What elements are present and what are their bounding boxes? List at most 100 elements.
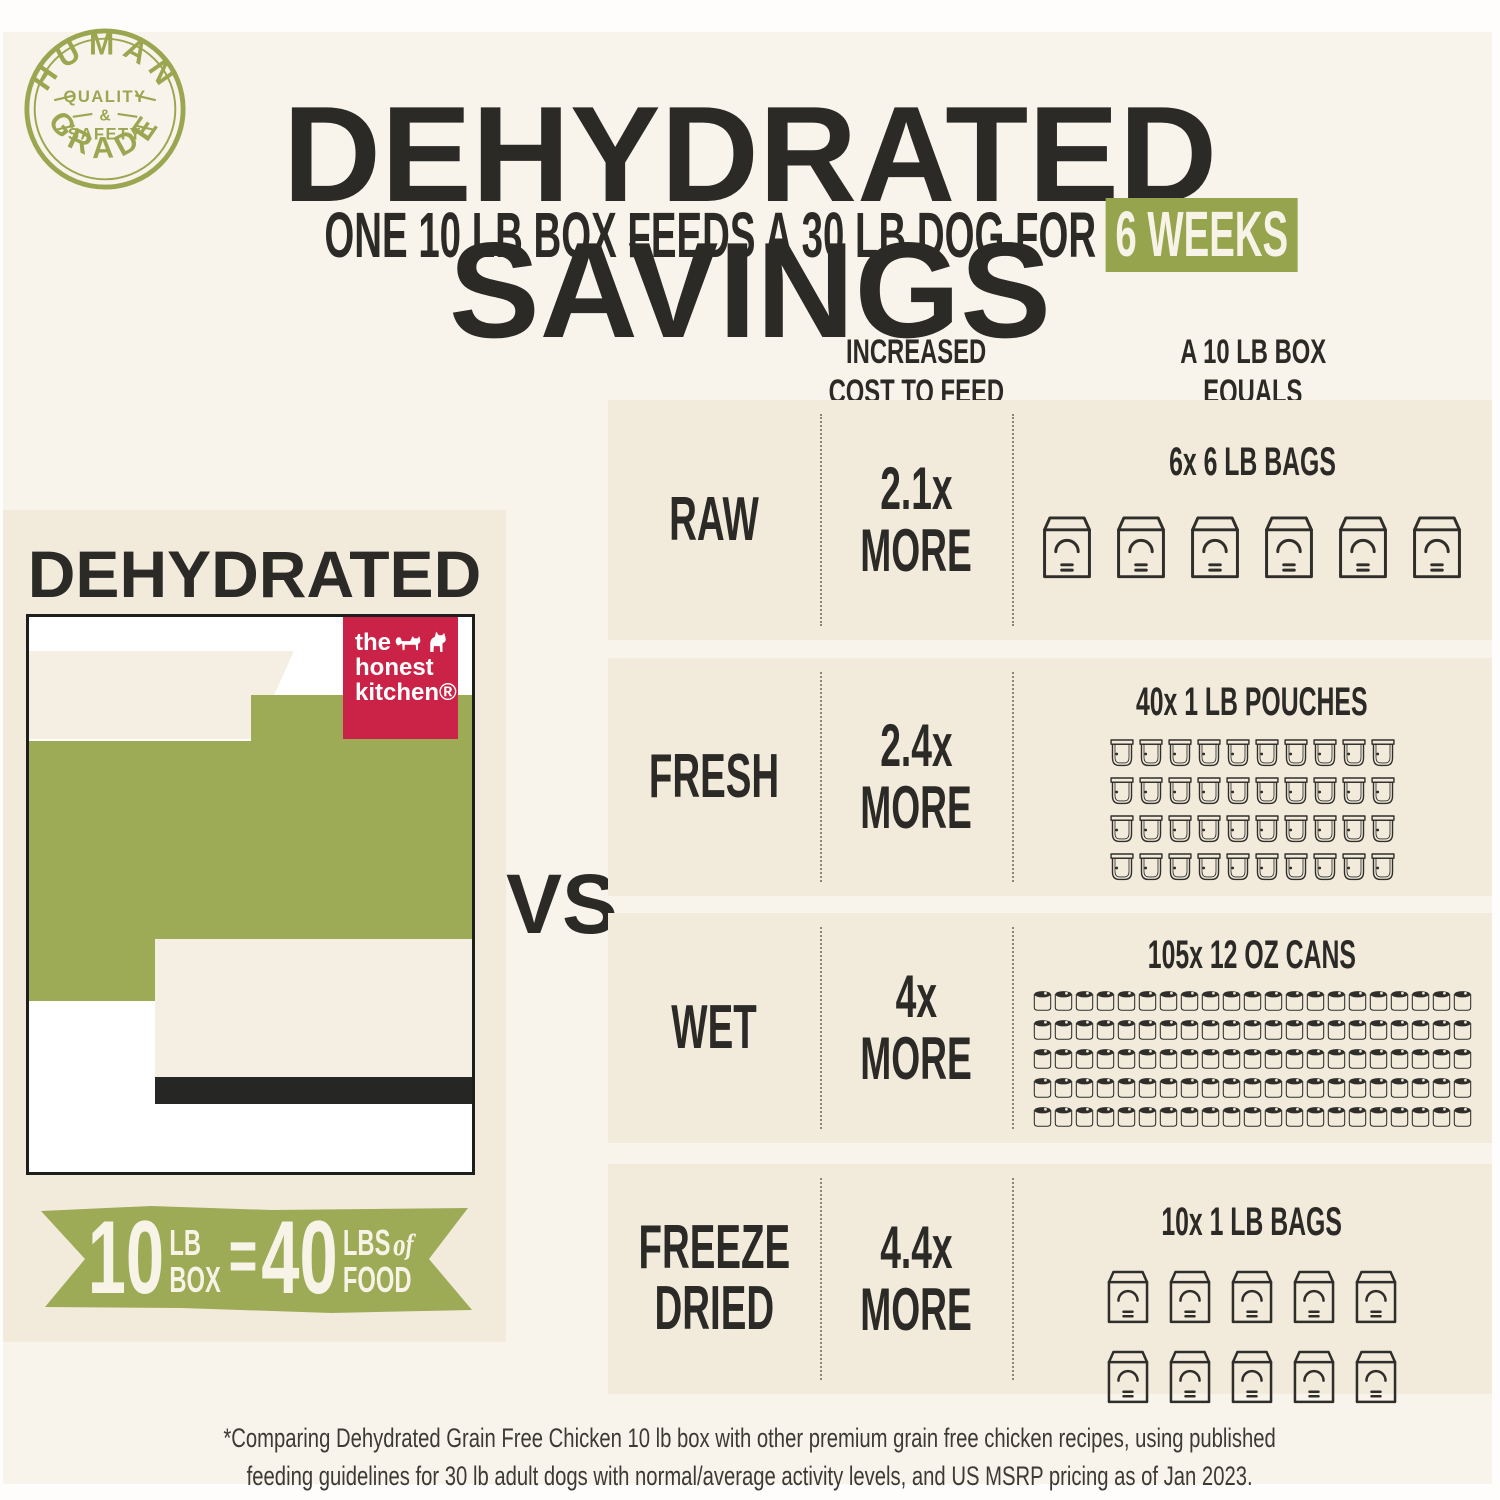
bag-icon (1100, 1338, 1156, 1412)
can-icon (1158, 1016, 1179, 1044)
dotted-separator (820, 414, 822, 626)
comparison-row: RAW 2.1x MORE 6x 6 LB BAGS (608, 400, 1492, 640)
can-icon (1347, 987, 1368, 1015)
bag-icon (1286, 1258, 1342, 1332)
can-icon (1431, 1016, 1452, 1044)
row-label: FRESH (648, 741, 780, 811)
pouch-icon (1195, 812, 1223, 848)
dehydrated-panel: DEHYDRATED the honest kitchen® (3, 510, 506, 1342)
pouch-icon (1340, 850, 1368, 886)
can-icon (1095, 987, 1116, 1015)
can-icon (1032, 1016, 1053, 1044)
can-icon (1305, 1074, 1326, 1102)
can-icon (1158, 987, 1179, 1015)
equals-header-line1: A 10 LB BOX (1180, 333, 1326, 371)
can-icon (1116, 1103, 1137, 1131)
can-icon (1368, 1103, 1389, 1131)
dotted-separator (1012, 927, 1014, 1129)
row-equals-label: 10x 1 LB BAGS (1161, 1200, 1343, 1244)
can-icon (1095, 1103, 1116, 1131)
row-icon-grid (1034, 502, 1470, 588)
can-icon (1305, 1016, 1326, 1044)
can-icon (1095, 1045, 1116, 1073)
can-icon (1221, 987, 1242, 1015)
box-green-area (29, 939, 155, 1001)
can-icon (1263, 1074, 1284, 1102)
bag-icon (1224, 1338, 1280, 1412)
can-icon (1053, 1016, 1074, 1044)
human-grade-badge-icon: HUMAN GRADE QUALITY & SAFETY (24, 28, 186, 190)
right-margin (1492, 0, 1500, 1500)
banner-text: 10 LB BOX = 40 LBS of FOOD (88, 1203, 414, 1315)
pouch-icon (1282, 812, 1310, 848)
row-equals-label: 6x 6 LB BAGS (1168, 440, 1336, 484)
pouch-icon (1224, 812, 1252, 848)
pouch-icon (1340, 812, 1368, 848)
footnote-line2: feeding guidelines for 30 lb adult dogs … (247, 1460, 1253, 1491)
can-icon (1284, 1016, 1305, 1044)
pouch-icon (1166, 774, 1194, 810)
can-icon (1389, 1045, 1410, 1073)
can-icon (1179, 1103, 1200, 1131)
can-icon (1410, 1103, 1431, 1131)
can-icon (1200, 1074, 1221, 1102)
comparison-row: FRESH 2.4x MORE 40x 1 LB POUCHES (608, 658, 1492, 896)
logo-honest: honest (355, 654, 434, 681)
bottom-margin (0, 1484, 1500, 1500)
can-icon (1347, 1045, 1368, 1073)
can-icon (1221, 1074, 1242, 1102)
equivalence-banner: 10 LB BOX = 40 LBS of FOOD (31, 1203, 478, 1315)
can-icon (1158, 1103, 1179, 1131)
logo-the: the (355, 629, 391, 657)
can-icon (1305, 1103, 1326, 1131)
can-icon (1116, 1016, 1137, 1044)
vs-label: VS (506, 857, 619, 951)
row-cost-more: MORE (860, 774, 972, 841)
can-icon (1221, 1103, 1242, 1131)
can-icon (1179, 1074, 1200, 1102)
row-cost-more: MORE (860, 517, 972, 584)
can-icon (1242, 1074, 1263, 1102)
page-subtitle: ONE 10 LB BOX FEEDS A 30 LB DOG FOR (324, 199, 1097, 272)
can-icon (1431, 987, 1452, 1015)
can-icon (1137, 1074, 1158, 1102)
can-icon (1137, 1016, 1158, 1044)
pouch-icon (1282, 736, 1310, 772)
bag-icon (1224, 1258, 1280, 1332)
can-icon (1053, 987, 1074, 1015)
bag-icon (1108, 502, 1174, 588)
row-cost-multiplier: 4x (895, 962, 937, 1030)
row-cost-more: MORE (860, 1025, 972, 1092)
bag-icon (1162, 1258, 1218, 1332)
can-icon (1032, 1074, 1053, 1102)
pouch-icon (1282, 850, 1310, 886)
pouch-icon (1224, 850, 1252, 886)
pouch-icon (1224, 774, 1252, 810)
comparison-row: WET 4x MORE 105x 12 OZ CANS (608, 913, 1492, 1143)
bag-icon (1256, 502, 1322, 588)
can-icon (1263, 987, 1284, 1015)
pouch-icon (1195, 736, 1223, 772)
pouch-icon (1369, 774, 1397, 810)
can-icon (1410, 1045, 1431, 1073)
can-icon (1158, 1045, 1179, 1073)
honest-kitchen-logo: the honest kitchen® (343, 617, 458, 739)
dotted-separator (1012, 414, 1014, 626)
can-icon (1452, 1045, 1473, 1073)
can-icon (1200, 987, 1221, 1015)
bag-icon (1034, 502, 1100, 588)
can-icon (1074, 1074, 1095, 1102)
pouch-icon (1253, 850, 1281, 886)
can-icon (1431, 1103, 1452, 1131)
can-icon (1368, 1045, 1389, 1073)
cat-dog-icon (395, 631, 446, 652)
row-label: FREEZE DRIED (638, 1213, 790, 1343)
can-icon (1053, 1045, 1074, 1073)
pouch-icon (1108, 812, 1136, 848)
can-icon (1053, 1074, 1074, 1102)
pouch-icon (1108, 850, 1136, 886)
can-icon (1263, 1016, 1284, 1044)
dotted-separator (1012, 672, 1014, 882)
pouch-icon (1224, 736, 1252, 772)
can-icon (1242, 1103, 1263, 1131)
